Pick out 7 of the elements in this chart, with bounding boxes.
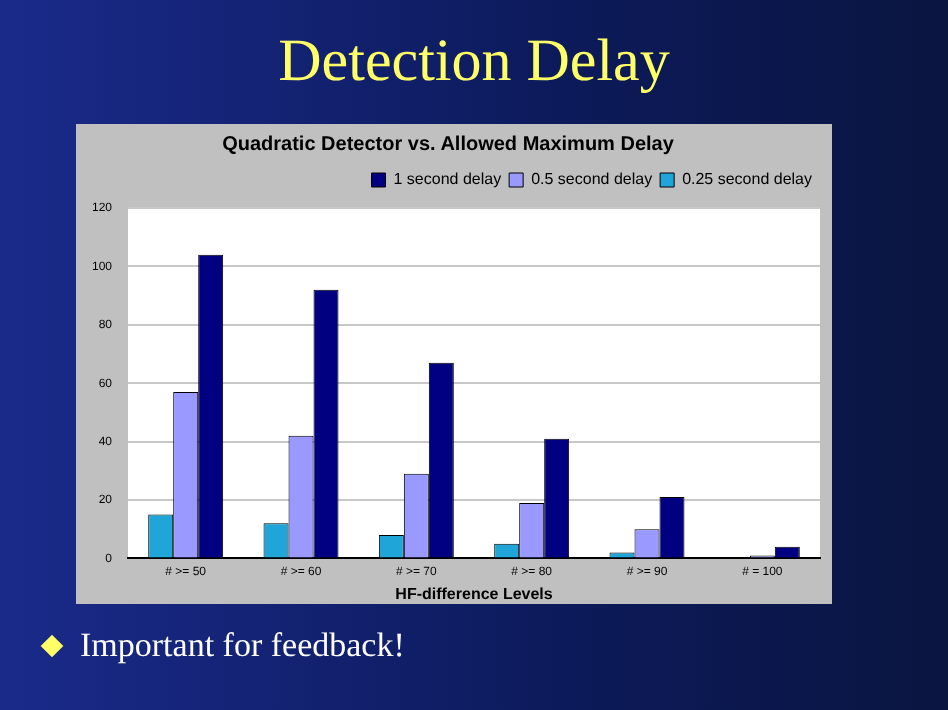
legend-label: 0.25 second delay (682, 170, 812, 189)
chart-title: Detection Delay (276, 28, 672, 96)
legend-label: 0.5 second delay (531, 170, 653, 189)
text: Important for feedback! (80, 626, 405, 666)
legend-label: 1 second delay (393, 170, 502, 189)
x-axis-title: HF-difference Levels (395, 584, 554, 603)
chart-subtitle: Quadratic Detector vs. Allowed Maximum Delay (222, 133, 675, 156)
